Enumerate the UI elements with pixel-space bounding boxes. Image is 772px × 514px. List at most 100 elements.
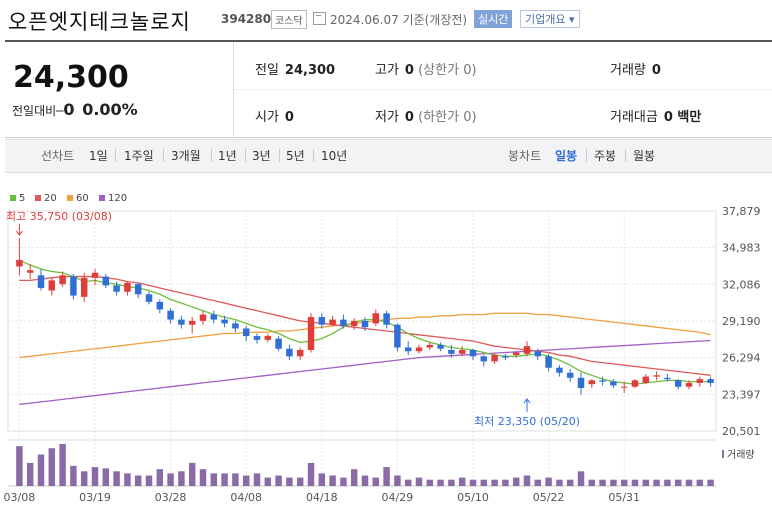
- candle-body: [242, 328, 250, 337]
- candle: [523, 341, 531, 357]
- candle-body: [167, 310, 174, 320]
- y-tick-label: 34,983: [722, 242, 761, 255]
- candle-body: [469, 349, 477, 357]
- candle-body: [610, 381, 617, 386]
- candle: [16, 237, 23, 276]
- candle: [383, 310, 390, 329]
- quote-date: 2024.06.07 기준(개장전): [330, 13, 468, 27]
- candle-body: [188, 320, 196, 325]
- tab-5y[interactable]: 5년: [286, 149, 305, 163]
- candle: [458, 346, 466, 357]
- candle: [545, 353, 552, 372]
- stock-code: 394280: [221, 12, 272, 26]
- volume-bar: [275, 475, 282, 486]
- candle-body: [458, 349, 466, 354]
- candle: [599, 376, 606, 386]
- tab-1d[interactable]: 1일: [89, 149, 108, 163]
- volume-bar: [102, 468, 110, 486]
- volume-bar: [437, 479, 444, 486]
- candle: [178, 315, 185, 329]
- candle: [37, 268, 45, 291]
- candle: [642, 374, 650, 385]
- candle-body: [264, 336, 272, 340]
- candle: [556, 365, 563, 377]
- low-annotation: 최저 23,350 (05/20): [474, 415, 580, 428]
- volume-bar: [124, 473, 131, 486]
- candle: [696, 376, 704, 387]
- candle-body: [523, 346, 531, 354]
- candle: [437, 342, 444, 352]
- candle-chart-label: 봉차트: [508, 149, 542, 163]
- candle-body: [394, 324, 401, 348]
- tab-3y[interactable]: 3년: [252, 149, 271, 163]
- candle-body: [437, 344, 444, 349]
- volume-bar: [415, 477, 423, 486]
- tab-1y[interactable]: 1년: [218, 149, 237, 163]
- candle-body: [653, 375, 660, 377]
- volume-bar: [599, 479, 606, 486]
- volume-bar: [674, 479, 682, 486]
- candle-body: [275, 338, 282, 349]
- tab-1w[interactable]: 1주일: [124, 149, 154, 163]
- volume-bar: [653, 479, 660, 486]
- candle: [707, 376, 714, 387]
- volume-bar: [113, 471, 120, 486]
- volume-bar: [480, 479, 488, 486]
- candle: [145, 291, 153, 305]
- stock-header: 오픈엣지테크놀로지 394280 코스닥 2024.06.07 기준(개장전) …: [0, 0, 772, 38]
- candle-body: [556, 367, 563, 373]
- x-tick-label: 05/31: [608, 491, 640, 504]
- tab-daily[interactable]: 일봉: [555, 149, 578, 163]
- volume-bar: [685, 479, 693, 486]
- candle: [264, 333, 272, 343]
- realtime-button[interactable]: 실시간: [474, 10, 513, 28]
- volume-bar: [556, 479, 563, 486]
- volume-bar: [199, 469, 207, 486]
- candle: [502, 353, 509, 361]
- candle-body: [37, 275, 45, 288]
- candle-body: [512, 352, 520, 356]
- candle: [275, 336, 282, 352]
- tab-weekly[interactable]: 주봉: [594, 149, 617, 163]
- candle: [620, 381, 628, 394]
- candle: [242, 325, 250, 342]
- y-tick-label: 29,190: [722, 315, 761, 328]
- tab-monthly[interactable]: 월봉: [633, 149, 656, 163]
- candle: [113, 281, 120, 296]
- volume-bar: [156, 469, 164, 486]
- candle-body: [156, 301, 164, 310]
- volume-legend-swatch: [722, 450, 724, 458]
- x-tick-label: 05/10: [457, 491, 489, 504]
- volume-bar: [318, 473, 326, 486]
- volume-bar: [502, 479, 509, 486]
- candle-body: [178, 319, 185, 325]
- y-tick-label: 37,879: [722, 205, 761, 218]
- volume-bar: [469, 479, 477, 486]
- volume-bar: [448, 479, 455, 486]
- tab-3m[interactable]: 3개월: [171, 149, 201, 163]
- volume-bar: [286, 477, 293, 486]
- y-tick-label: 20,501: [722, 425, 761, 438]
- company-name: 오픈엣지테크놀로지: [8, 10, 191, 34]
- volume-bar: [296, 477, 304, 486]
- candle-body: [448, 349, 455, 354]
- volume-bar: [80, 471, 88, 486]
- volume-bar: [642, 479, 650, 486]
- candle: [80, 272, 88, 302]
- candle-body: [210, 314, 218, 320]
- candle-body: [491, 355, 498, 362]
- volume-bar: [16, 446, 23, 486]
- candle-body: [199, 314, 207, 321]
- legend-label: 5: [19, 193, 25, 204]
- candle-body: [415, 347, 423, 352]
- volume-bar: [329, 475, 336, 486]
- y-tick-label: 32,086: [722, 278, 761, 291]
- y-tick-label: 23,397: [722, 388, 761, 401]
- candle: [566, 368, 574, 382]
- volume-bar: [178, 471, 185, 486]
- volume-bar: [134, 475, 142, 486]
- candle-body: [91, 272, 99, 278]
- tab-10y[interactable]: 10년: [321, 149, 348, 163]
- company-info-dropdown[interactable]: 기업개요 ▾: [520, 10, 580, 28]
- volume-bar: [458, 477, 466, 486]
